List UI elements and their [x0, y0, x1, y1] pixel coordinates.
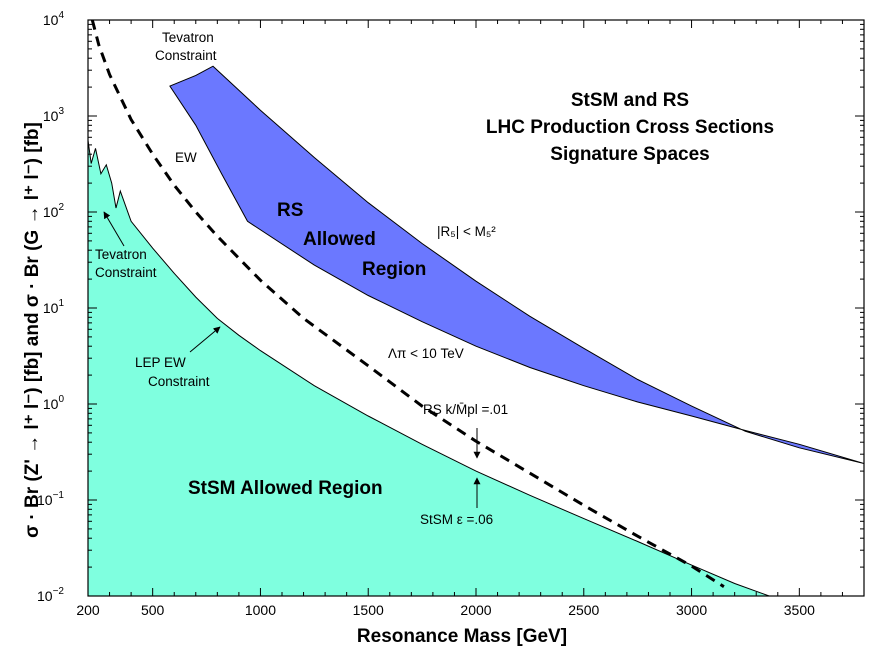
- chart-title-line3: Signature Spaces: [550, 144, 709, 165]
- lambda-bound-label: Λπ < 10 TeV: [388, 346, 464, 361]
- chart-title-line2: LHC Production Cross Sections: [486, 117, 774, 138]
- rs-stsm-reference-dashed-curve: [90, 20, 725, 588]
- x-tick-label-3500: 3500: [784, 602, 815, 618]
- tevatron-top-label-2: Constraint: [155, 48, 217, 63]
- y-tick-label-2: 100: [43, 394, 65, 412]
- y-tick-label-6: 104: [43, 10, 65, 28]
- y-axis-title: σ · Br (Z' → l⁺ l⁻) [fb] and σ · Br (G →…: [22, 122, 43, 538]
- x-tick-label-200: 200: [76, 602, 100, 618]
- x-axis-title: Resonance Mass [GeV]: [357, 626, 567, 647]
- y-axis-ticks: 10−2 10−1 100 101 102 103 104: [37, 10, 864, 604]
- x-axis-ticks: 200 500 1000 1500 2000 2500 3000 3500: [76, 20, 843, 618]
- stsm-region-label: StSM Allowed Region: [188, 478, 383, 499]
- tevatron-left-label-2: Constraint: [95, 265, 157, 280]
- x-tick-label-500: 500: [141, 602, 165, 618]
- rs-allowed-region-band: [169, 65, 864, 464]
- rs-k-label: RS k/M̄pl =.01: [423, 402, 508, 417]
- rs-region-label-3: Region: [362, 259, 426, 280]
- lep-arrow: [189, 326, 221, 353]
- x-tick-label-1000: 1000: [245, 602, 276, 618]
- stsm-eps-label: StSM ε =.06: [420, 512, 493, 527]
- stsm-allowed-region-area: [88, 140, 770, 596]
- y-tick-label-3: 101: [43, 298, 65, 316]
- rs-region-label-1: RS: [277, 200, 303, 221]
- tevatron-left-label-1: Tevatron: [95, 247, 147, 262]
- x-tick-label-2500: 2500: [568, 602, 599, 618]
- y-tick-label-4: 102: [43, 202, 65, 220]
- y-tick-label-5: 103: [43, 106, 65, 124]
- y-tick-label-1: 10−1: [37, 490, 64, 508]
- r5-bound-label: |R₅| < M₅²: [437, 224, 496, 239]
- lep-label-2: Constraint: [148, 374, 210, 389]
- x-tick-label-2000: 2000: [460, 602, 491, 618]
- tevatron-left-arrow: [103, 211, 125, 247]
- x-tick-label-3000: 3000: [676, 602, 707, 618]
- rs-region-label-2: Allowed: [303, 229, 376, 250]
- ew-label: EW: [175, 150, 197, 165]
- chart-title-line1: StSM and RS: [571, 90, 689, 111]
- x-tick-label-1500: 1500: [353, 602, 384, 618]
- lep-label-1: LEP EW: [135, 355, 186, 370]
- tevatron-top-label-1: Tevatron: [162, 30, 214, 45]
- y-tick-label-0: 10−2: [37, 586, 64, 604]
